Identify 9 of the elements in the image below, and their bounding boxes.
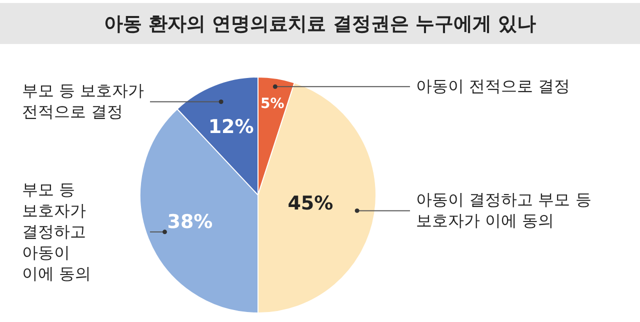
data-label: 45% xyxy=(288,192,334,214)
slice-label: 아동이 결정하고 부모 등 보호자가 이에 동의 xyxy=(416,190,592,230)
slice-label: 아동이 전적으로 결정 xyxy=(416,76,570,96)
slice-label: 부모 등 보호자가 결정하고 아동이 이에 동의 xyxy=(22,180,92,283)
data-label: 12% xyxy=(208,116,254,138)
slice-label: 부모 등 보호자가 전적으로 결정 xyxy=(22,81,144,122)
data-label: 38% xyxy=(167,210,213,233)
chart-title: 아동 환자의 연명의료치료 결정권은 누구에게 있나 xyxy=(104,13,536,35)
data-label: 5% xyxy=(260,96,284,112)
